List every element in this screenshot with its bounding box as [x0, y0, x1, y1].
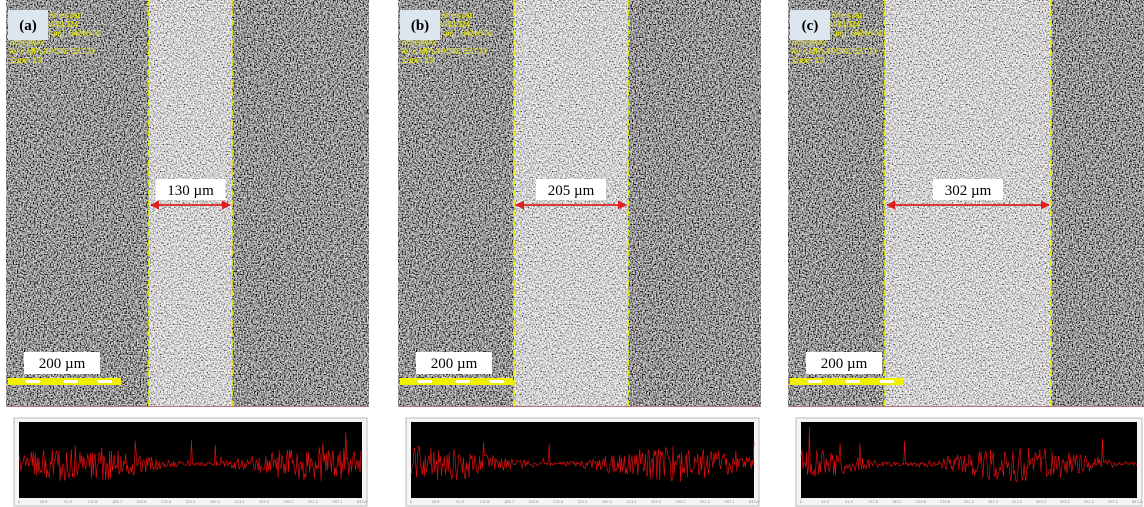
bright-band: [885, 0, 1051, 407]
x-tick-label: 91.9: [845, 500, 853, 504]
x-tick-label: 551.2: [308, 500, 318, 504]
x-tick-label: 597.1: [724, 500, 734, 504]
x-tick-label: 137.8: [87, 500, 97, 504]
profile: 0 45.9 91.9 137.8 183.7 229.6 275.6 321.5 367.4 4…: [796, 418, 1142, 506]
x-tick-label: 551.2: [700, 500, 710, 504]
scale-seg: [808, 380, 822, 383]
x-tick-label: 321.5: [964, 500, 974, 504]
panel: mode:XYZ fine scan[pixels]:1024X1024Imag…: [398, 0, 761, 407]
x-tick-label: 275.6: [553, 500, 563, 504]
bright-band: [514, 0, 628, 407]
panel: mode:XYZ fine scan[pixels]:1024X1024Imag…: [788, 0, 1144, 407]
x-tick-label: 505.2: [675, 500, 685, 504]
x-tick-label: 229.6: [916, 500, 926, 504]
x-tick-label: 413.4: [1012, 500, 1023, 504]
x-tick-label: 137.8: [868, 500, 878, 504]
overlay-text: lens:MPLAPONLEXT20: [402, 47, 487, 56]
x-tick-label: 643.0: [749, 500, 759, 504]
x-tick-label: 91.9: [456, 500, 464, 504]
overlay-text: lens:MPLAPONLEXT20: [792, 47, 877, 56]
x-tick-label: 367.4: [988, 500, 999, 504]
measure-label: 205 µm: [548, 183, 595, 199]
measure-label: 302 µm: [945, 183, 992, 199]
scale-seg: [490, 380, 504, 383]
x-tick-label: 551.2: [1084, 500, 1094, 504]
x-tick-label: 505.2: [283, 500, 293, 504]
x-tick-label: 0: [410, 500, 412, 504]
x-tick-label: 413.4: [626, 500, 637, 504]
x-tick-label: 0: [800, 500, 802, 504]
x-tick-label: 275.6: [161, 500, 171, 504]
measure-label: 130 µm: [167, 183, 214, 199]
x-tick-label: 597.1: [332, 500, 342, 504]
x-tick-label: 183.7: [892, 500, 902, 504]
x-tick-label: 229.6: [528, 500, 538, 504]
x-tick-label: 45.9: [40, 500, 48, 504]
scale-label: 200 µm: [431, 356, 478, 372]
overlay-text: lens:MPLAPONLEXT20: [10, 47, 95, 56]
scale-seg: [880, 380, 894, 383]
x-tick-label: 45.9: [821, 500, 829, 504]
scale-seg: [846, 380, 860, 383]
profile: 0 45.9 91.9 137.8 183.7 229.6 275.6 321.5 367.4 4…: [14, 418, 367, 506]
scale-seg: [26, 380, 40, 383]
figure: mode:XYZ fine scan[pixels]:1024X1024Imag…: [0, 0, 1144, 507]
x-tick-label: 91.9: [64, 500, 72, 504]
panel: mode:XYZ fine scan[pixels]:1024X1024Imag…: [6, 0, 369, 407]
x-tick-label: 183.7: [504, 500, 514, 504]
x-tick-label: 413.4: [234, 500, 245, 504]
scale-seg: [64, 380, 78, 383]
x-tick-label: 643.0: [1132, 500, 1142, 504]
x-tick-label: 367.4: [602, 500, 613, 504]
overlay-text: Zoom:1X: [402, 56, 435, 65]
x-tick-label: 459.3: [259, 500, 269, 504]
x-tick-label: 229.6: [136, 500, 146, 504]
scale-seg: [456, 380, 470, 383]
panel-label: (b): [411, 18, 429, 34]
x-tick-label: 183.7: [112, 500, 122, 504]
x-tick-label: 0: [18, 500, 20, 504]
overlay-text: Zoom:1X: [10, 56, 43, 65]
scale-seg: [418, 380, 432, 383]
panel-label: (a): [19, 18, 37, 34]
x-tick-label: 367.4: [210, 500, 221, 504]
bright-band: [149, 0, 232, 407]
x-tick-label: 321.5: [577, 500, 587, 504]
x-tick-label: 459.3: [1036, 500, 1046, 504]
x-tick-label: 459.3: [651, 500, 661, 504]
x-tick-label: 321.5: [185, 500, 195, 504]
panel-label: (c): [802, 18, 819, 34]
x-tick-label: 597.1: [1108, 500, 1118, 504]
scale-seg: [98, 380, 112, 383]
x-tick-label: 45.9: [432, 500, 440, 504]
profile: 0 45.9 91.9 137.8 183.7 229.6 275.6 321.5 367.4 4…: [406, 418, 759, 506]
overlay-text: Zoom:1X: [792, 56, 825, 65]
x-tick-label: 275.6: [940, 500, 950, 504]
x-tick-label: 505.2: [1060, 500, 1070, 504]
scale-label: 200 µm: [39, 356, 86, 372]
x-tick-label: 137.8: [479, 500, 489, 504]
scale-label: 200 µm: [821, 356, 868, 372]
x-tick-label: 643.0: [357, 500, 367, 504]
